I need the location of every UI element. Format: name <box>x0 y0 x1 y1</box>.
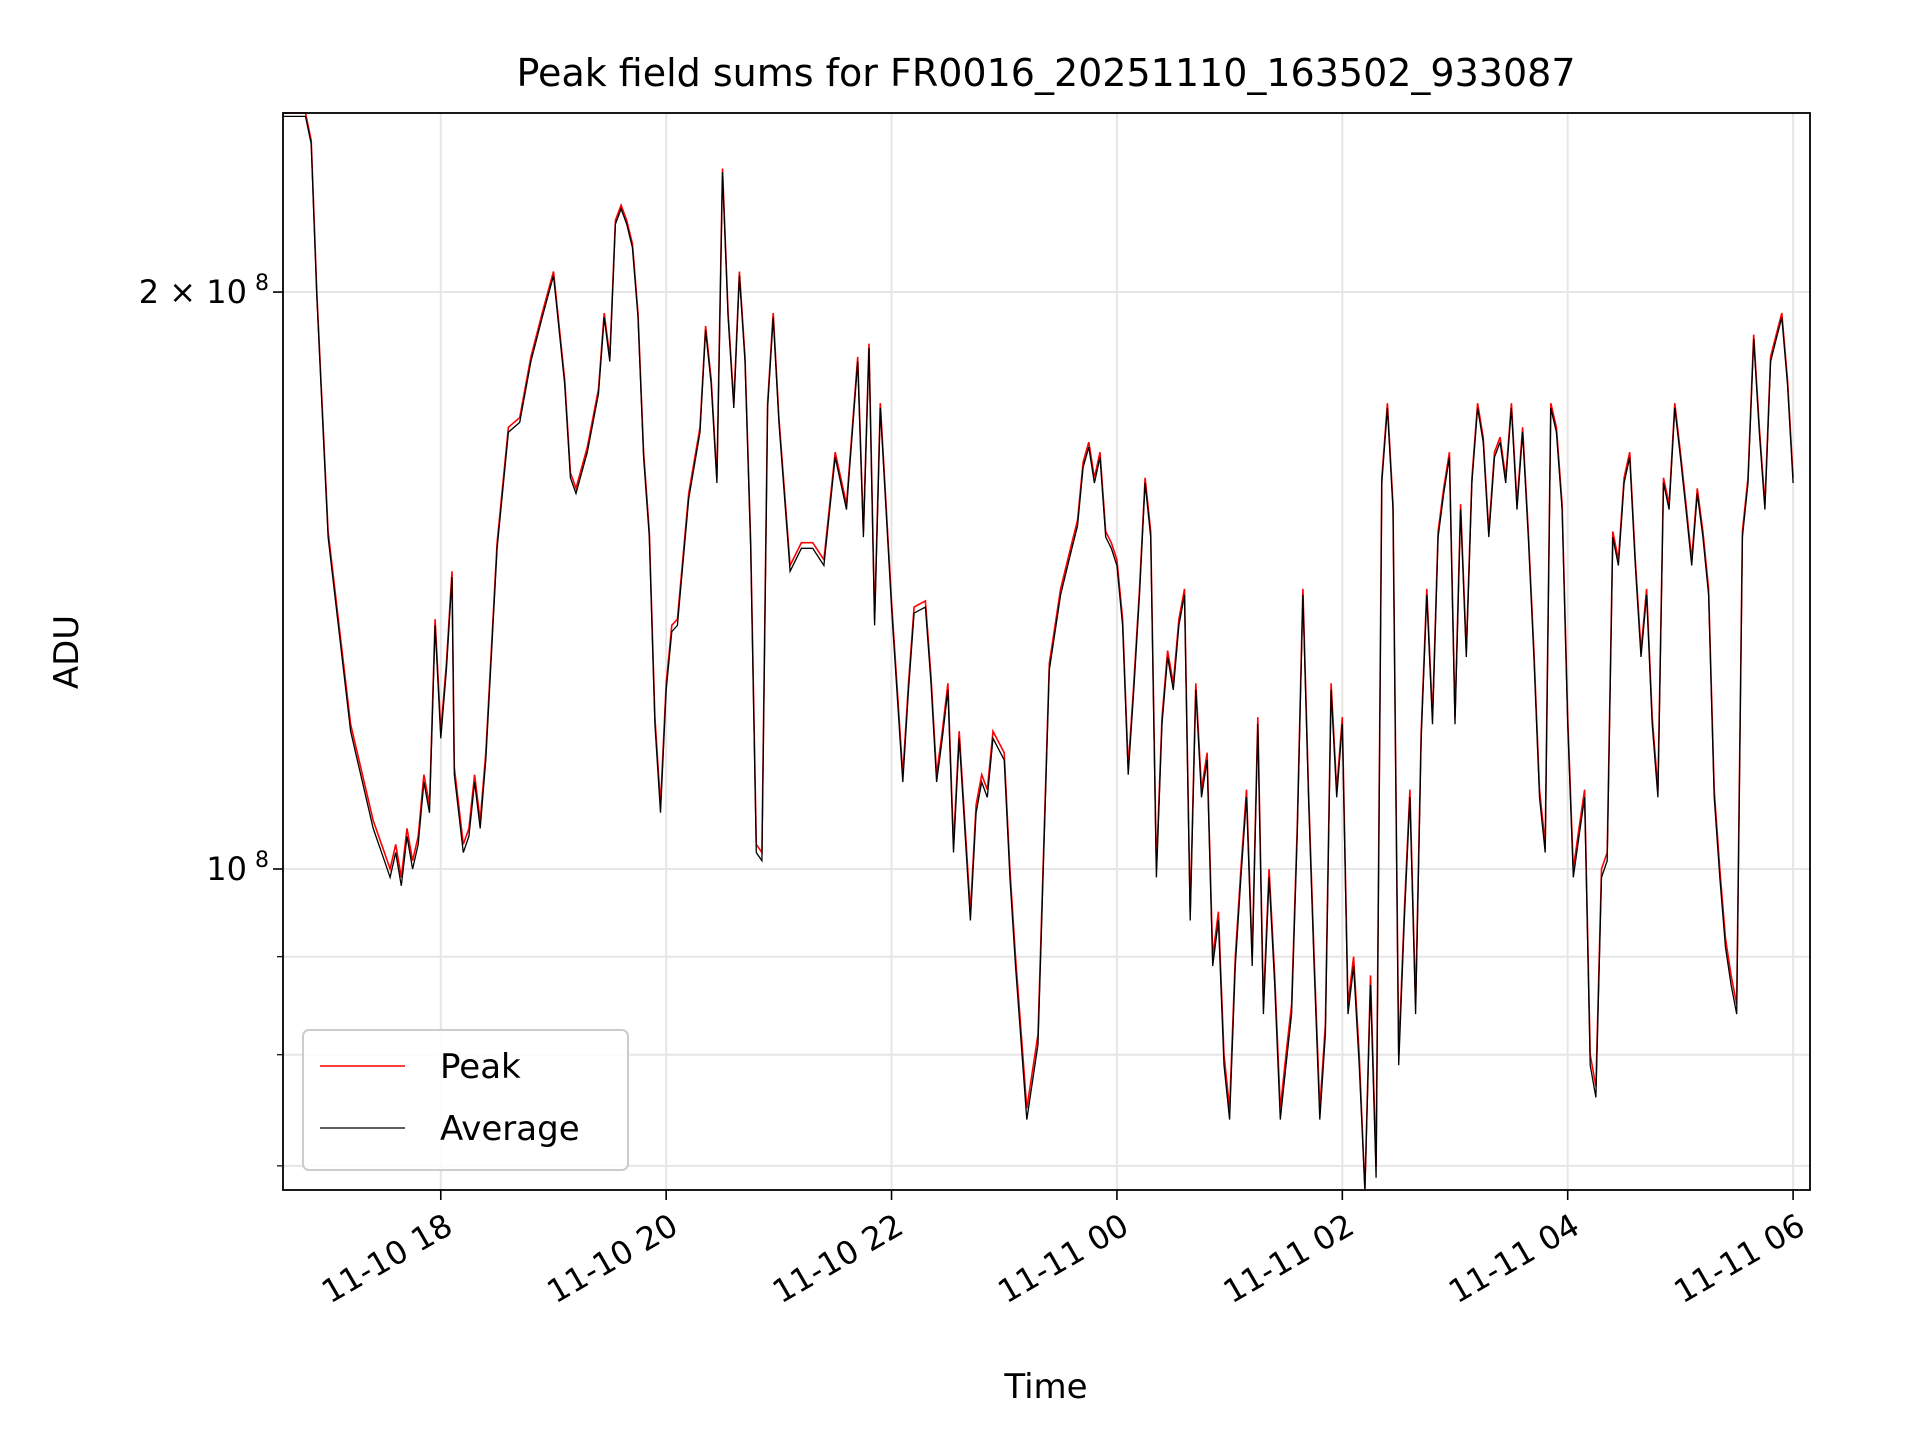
y-tick-label: 10 <box>206 850 247 888</box>
legend-label-peak: Peak <box>440 1047 521 1087</box>
chart-title: Peak field sums for FR0016_20251110_1635… <box>517 51 1576 95</box>
y-tick-label-exponent: 8 <box>255 271 269 296</box>
y-tick-label-exponent: 8 <box>255 848 269 873</box>
y-tick-label-base: 10 <box>206 850 247 888</box>
x-axis-label: Time <box>1003 1367 1087 1407</box>
legend-label-average: Average <box>440 1109 580 1149</box>
plot-frame <box>282 112 1811 1191</box>
y-axis-label: ADU <box>47 615 87 689</box>
series-line-average <box>283 115 1794 1191</box>
series-lines <box>283 112 1794 1191</box>
y-tick-label-base: 2 × 10 <box>139 273 247 311</box>
y-tick-label: 2 × 10 <box>139 273 247 311</box>
legend-box <box>302 1029 629 1171</box>
legend: Peak Average <box>302 1029 629 1171</box>
